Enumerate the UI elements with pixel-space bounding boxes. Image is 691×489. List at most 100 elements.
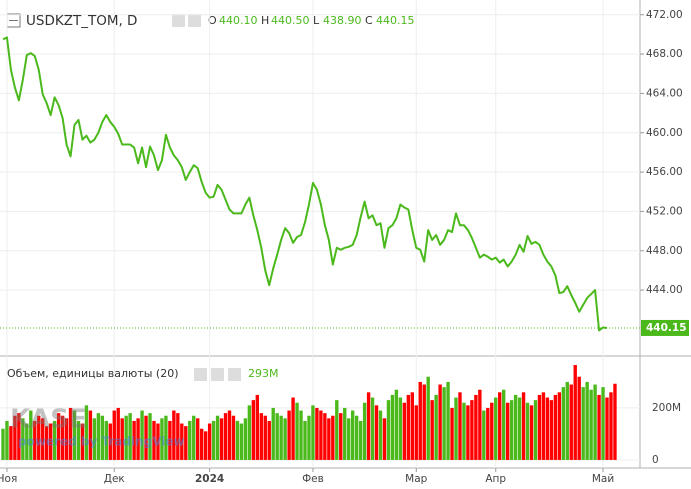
volume-bar [521,392,526,460]
volume-bar [609,392,613,460]
x-tick-label: Мар [405,473,427,485]
volume-bar [545,397,550,460]
volume-bar [287,410,291,460]
y-tick-label: 448.00 [646,245,683,257]
volume-bar [243,418,248,460]
settings-icon[interactable] [188,14,201,27]
ohlc-value: 440.10 [219,14,258,27]
volume-bar [45,426,49,460]
volume-bar [386,400,391,460]
volume-bar [406,394,411,460]
volume-bar [156,423,160,460]
ohlc-key: H [261,14,269,27]
volume-bar [454,397,458,460]
volume-bar [573,365,577,460]
volume-bar [33,420,37,460]
volume-bar [358,420,363,460]
volume-bar [29,410,33,460]
ohlc-value: 440.15 [376,14,415,27]
volume-bar [490,402,494,460]
volume-bar [247,405,252,460]
volume-bar [211,420,216,460]
volume-bar [164,415,168,460]
volume-bar [235,420,240,460]
volume-bar [370,397,375,460]
volume-bar [549,400,554,460]
y-tick-label: 444.00 [646,284,683,296]
volume-bar [291,397,295,460]
volume-bar [597,394,601,460]
y-tick-label: 468.00 [646,48,683,60]
volume-bar [100,415,105,460]
volume-bar [382,418,387,460]
y-tick-label: 472.00 [646,9,683,21]
volume-bar [462,402,466,460]
x-tick-label: Фев [302,473,324,485]
volume-bar [140,410,144,460]
volume-bar [434,394,438,460]
volume-bar [239,423,244,460]
volume-bar [541,392,546,460]
last-price-label: 440.15 [646,322,687,334]
volume-bar [581,387,585,460]
y-tick-label: 460.00 [646,127,683,139]
volume-bar [172,410,176,460]
volume-bar [474,394,478,460]
volume-bar [37,415,41,460]
volume-bar [486,407,490,460]
volume-bar [13,415,17,460]
volume-bar [307,415,311,460]
volume-bar [203,431,208,460]
volume-bar [557,392,562,460]
volume-bar [255,394,260,460]
ohlc-key: L [313,14,320,27]
volume-bar [577,376,581,460]
volume-bar [414,405,418,460]
volume-bar [160,418,164,460]
volume-bar [120,418,124,460]
volume-bar [199,428,204,460]
volume-bar [76,420,81,460]
settings-icon[interactable] [211,368,224,381]
volume-bar [180,423,184,460]
x-tick-label: Май [592,473,614,485]
volume-bar [418,381,422,460]
volume-bar [323,413,327,460]
volume-bar [41,418,45,460]
volume-bar [64,418,69,460]
volume-bar [470,400,474,460]
ohlc-key: C [365,14,373,27]
volume-bar [72,410,77,460]
x-tick-label: 2024 [195,473,224,485]
volume-bar [223,413,228,460]
volume-bar [561,387,565,460]
volume-bar [299,410,303,460]
volume-bar [537,394,542,460]
volume-bar [56,413,61,460]
volume-bar [362,402,367,460]
volume-bar [275,413,279,460]
eye-icon[interactable] [172,14,185,27]
y-tick-label: 0 [652,454,659,466]
volume-bar [509,400,514,460]
volume-bar [303,420,307,460]
ohlc-value: 438.90 [323,14,362,27]
volume-bar [593,384,597,460]
volume-value: 293M [248,367,279,380]
close-icon[interactable] [228,368,241,381]
eye-icon[interactable] [194,368,207,381]
volume-bar [132,420,136,460]
y-tick-label: 464.00 [646,87,683,99]
volume-bar [207,423,212,460]
volume-bar [283,418,287,460]
y-tick-label: 200M [652,402,681,414]
x-tick-label: Дек [104,473,125,485]
volume-bar [422,384,426,460]
symbol-title: USDKZT_TOM, D [26,13,137,29]
price-line [2,36,608,332]
volume-bar [458,392,462,460]
volume-bar [613,383,617,460]
volume-title: Объем, единицы валюты (20) [7,367,179,380]
volume-bar [96,413,101,460]
